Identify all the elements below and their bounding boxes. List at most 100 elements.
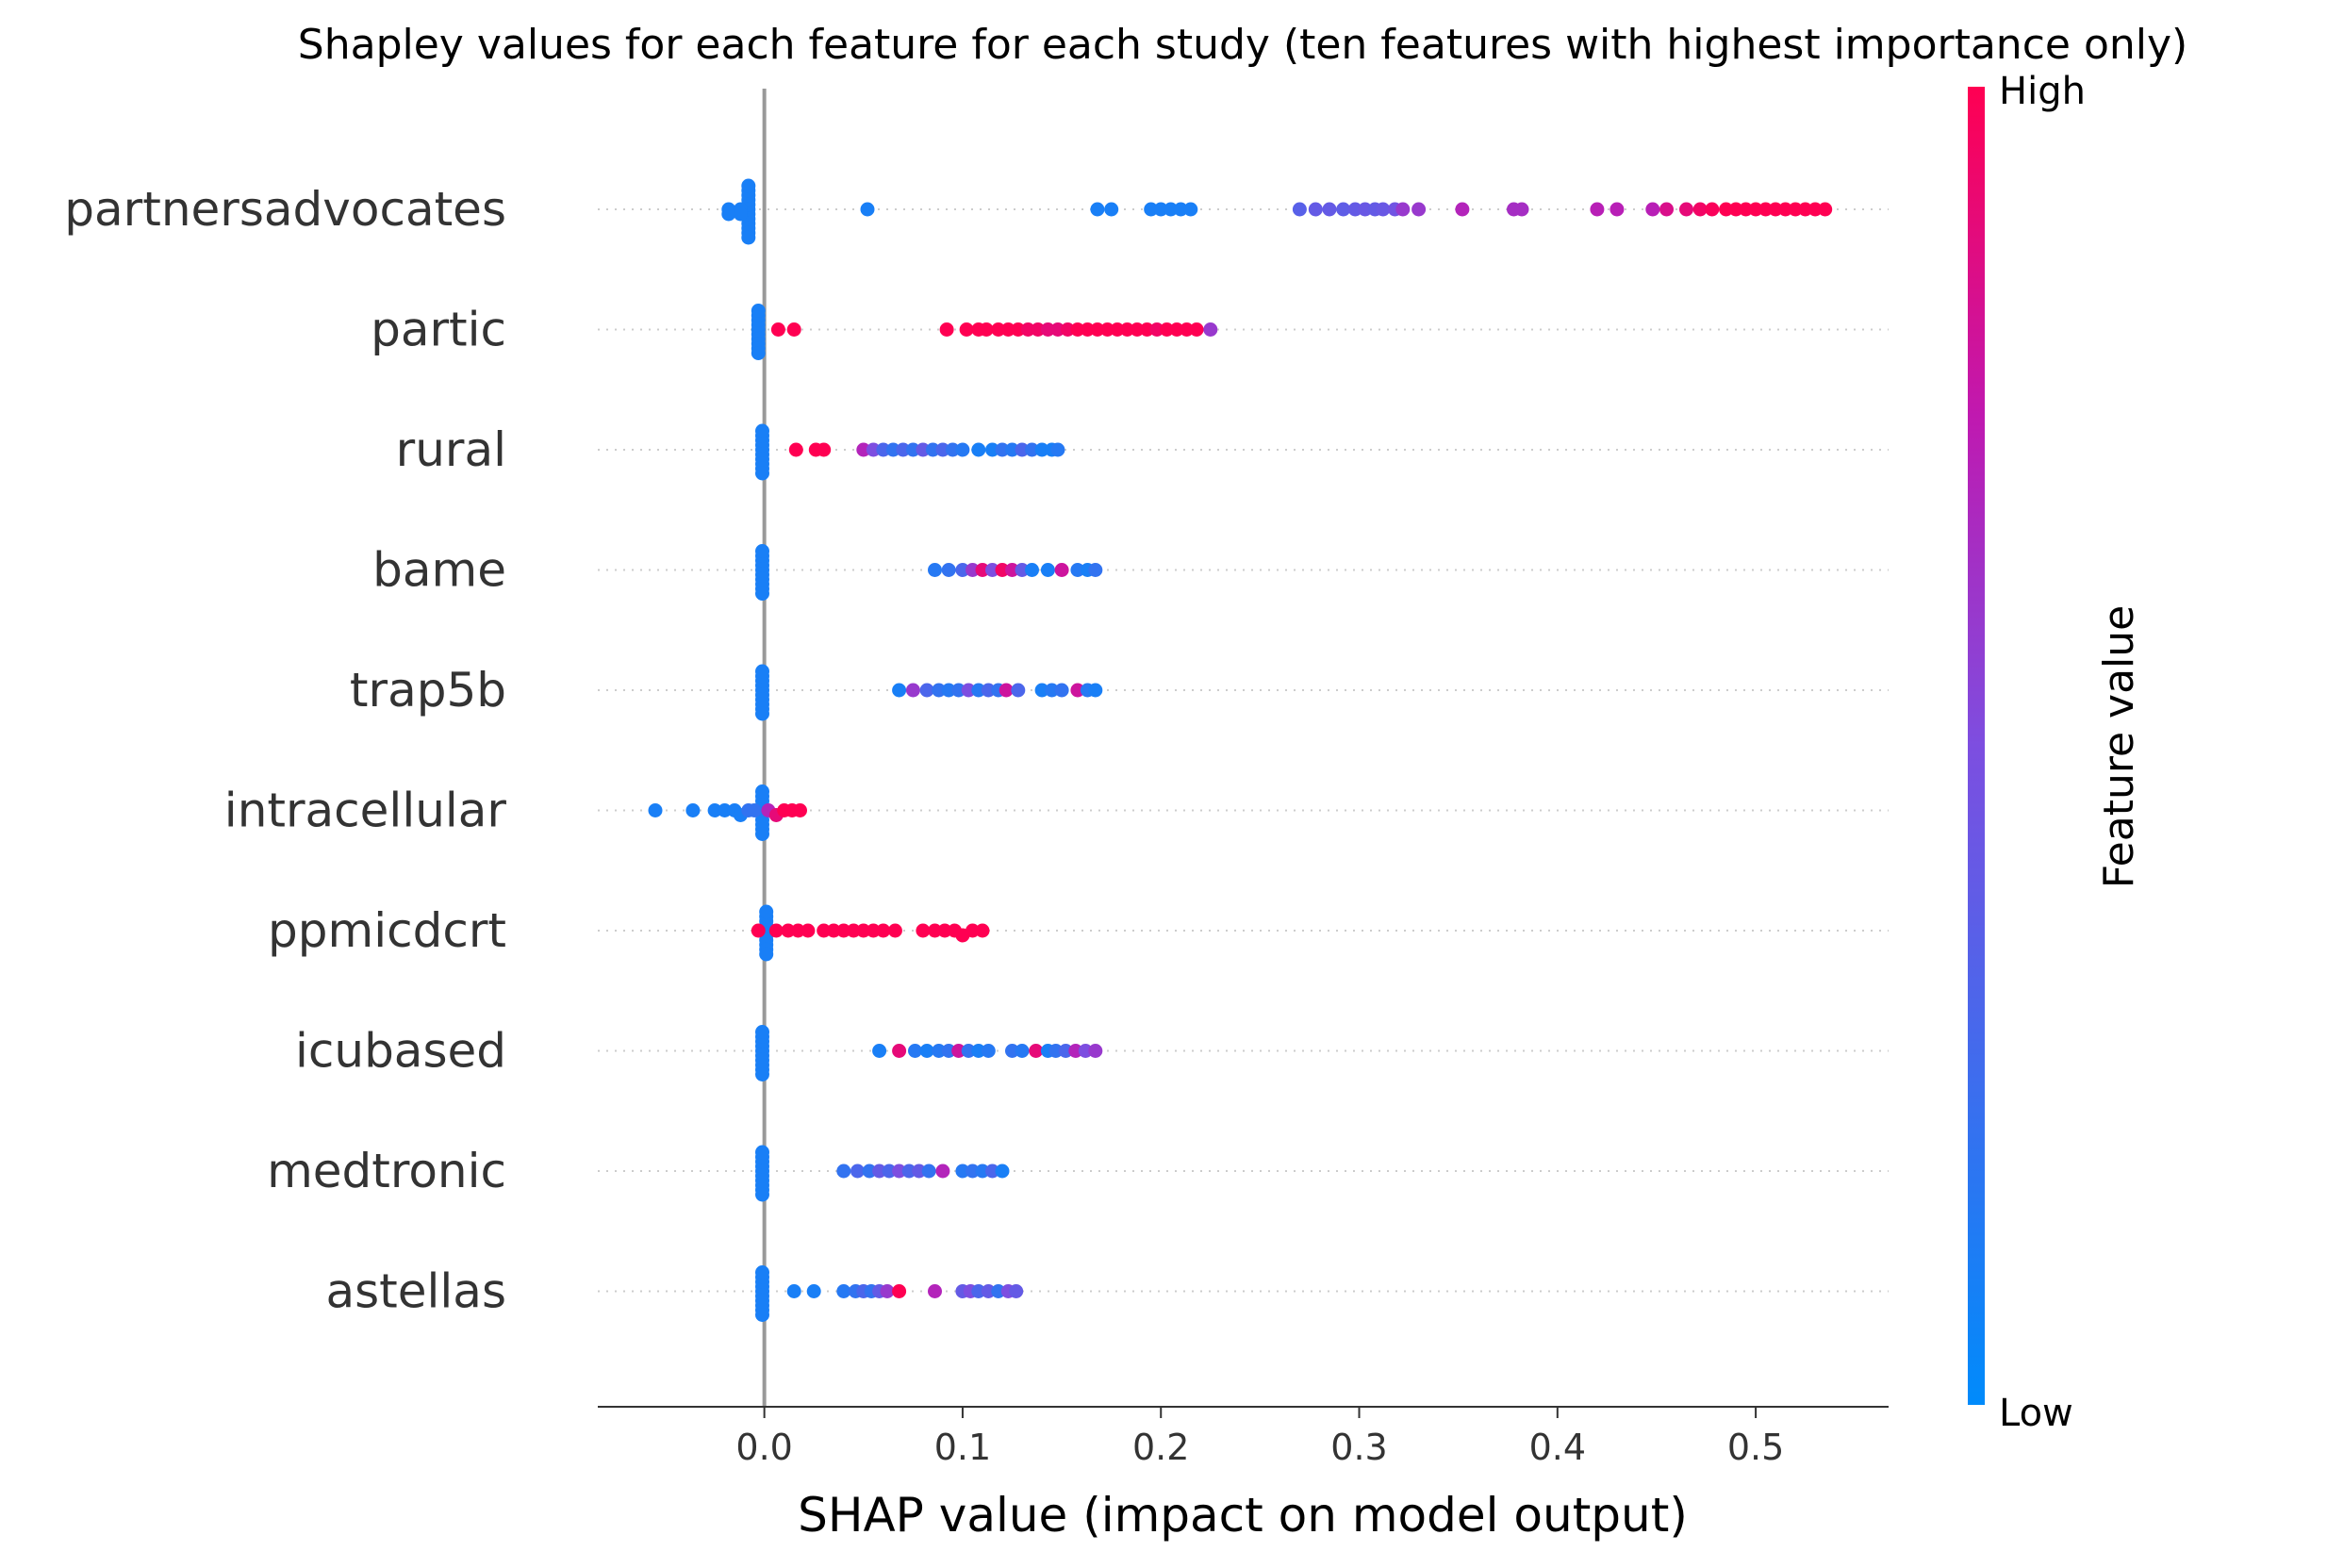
shap-point [747, 803, 762, 817]
feature-label: icubased [295, 1024, 506, 1079]
shap-point [995, 1164, 1010, 1179]
shap-point [1679, 202, 1693, 217]
shap-point [1203, 322, 1218, 337]
shap-point [1015, 442, 1030, 457]
shap-point [781, 923, 796, 938]
shap-point [1189, 322, 1204, 337]
x-axis: 0.0 0.1 0.2 0.3 0.4 0.5 SHAP value (impact on… [598, 1406, 1889, 1543]
shap-point [806, 1284, 821, 1298]
shap-point [1090, 322, 1105, 337]
feature-label: trap5b [350, 663, 506, 718]
shap-point [1104, 202, 1119, 217]
shap-point [885, 442, 900, 457]
shap-point [1347, 202, 1362, 217]
shap-point [768, 923, 784, 938]
shap-point [1130, 322, 1145, 337]
shap-point [755, 706, 769, 721]
shap-point [985, 442, 999, 457]
shap-point [1054, 683, 1069, 698]
shap-point [1034, 683, 1049, 698]
shap-point [939, 322, 954, 337]
shap-point [866, 923, 881, 938]
colorbar: High Low Feature value [1968, 70, 2143, 1435]
shap-point [707, 803, 722, 817]
shap-point [1050, 442, 1065, 457]
shap-point [1768, 202, 1783, 217]
shap-point [755, 1067, 769, 1081]
shap-point [1090, 202, 1105, 217]
shap-point [966, 923, 980, 938]
shap-point [1050, 322, 1065, 337]
shap-point [1609, 202, 1625, 217]
shap-point [1009, 1284, 1024, 1298]
shap-point [1336, 202, 1351, 217]
feature-label: astellas [325, 1264, 506, 1319]
shap-point [1025, 563, 1039, 577]
shap-point [1005, 1044, 1019, 1058]
shap-point [1020, 322, 1035, 337]
shap-point [1045, 683, 1060, 698]
shap-point [959, 322, 974, 337]
shap-point [1060, 322, 1075, 337]
shap-point [1088, 563, 1103, 577]
shap-point [836, 923, 851, 938]
shap-point [985, 1164, 999, 1179]
colorbar-low-label: Low [1999, 1392, 2073, 1435]
shap-point [1692, 202, 1708, 217]
shap-point [755, 1025, 769, 1039]
shap-point [941, 563, 956, 577]
shap-point [1149, 322, 1164, 337]
shap-point [971, 683, 986, 698]
shap-point [755, 1265, 769, 1279]
shap-point [790, 923, 805, 938]
chart-title: Shapley values for each feature for each… [298, 21, 2187, 69]
shap-point [1000, 322, 1015, 337]
shap-point [971, 1044, 986, 1058]
shap-point [1048, 1044, 1064, 1058]
shap-point [981, 683, 996, 698]
shap-point [1015, 563, 1030, 577]
shap-point [755, 466, 769, 481]
shap-point [755, 586, 769, 601]
shap-point [751, 346, 766, 360]
shap-point [1070, 322, 1085, 337]
shap-point [912, 1164, 927, 1179]
shap-point [919, 683, 934, 698]
x-axis-ticks: 0.0 0.1 0.2 0.3 0.4 0.5 [735, 1407, 1784, 1468]
shap-point [991, 1284, 1006, 1298]
shap-point [1031, 322, 1046, 337]
shap-point [685, 803, 701, 817]
shap-point [1411, 202, 1427, 217]
shap-point [975, 923, 990, 938]
feature-label: rural [396, 422, 506, 477]
shap-point [937, 923, 952, 938]
shap-point [908, 1044, 922, 1058]
shap-point [1110, 322, 1125, 337]
x-tick-label: 0.0 [735, 1427, 792, 1468]
shap-point [916, 442, 931, 457]
shap-point [1100, 322, 1114, 337]
shap-point [817, 442, 832, 457]
shap-point [999, 683, 1014, 698]
shap-point [1659, 202, 1674, 217]
shap-point [856, 442, 871, 457]
shap-point [1088, 1044, 1103, 1058]
shap-point [751, 923, 766, 938]
shap-point [951, 683, 966, 698]
shap-point [1015, 1044, 1030, 1058]
shap-point [905, 683, 920, 698]
shap-point [892, 683, 907, 698]
shap-point [1798, 202, 1813, 217]
shap-point [755, 423, 769, 438]
shap-point [971, 442, 986, 457]
x-tick-label: 0.1 [934, 1427, 991, 1468]
shap-point [975, 1164, 990, 1179]
shap-point [896, 442, 911, 457]
shap-point [979, 322, 994, 337]
shap-point [932, 683, 947, 698]
feature-label: ppmicdcrt [268, 903, 506, 958]
feature-labels: partnersadvocates partic rural bame trap5b in… [64, 182, 506, 1319]
shap-point [1308, 202, 1323, 217]
shap-point [935, 1164, 950, 1179]
shap-point [1739, 202, 1754, 217]
